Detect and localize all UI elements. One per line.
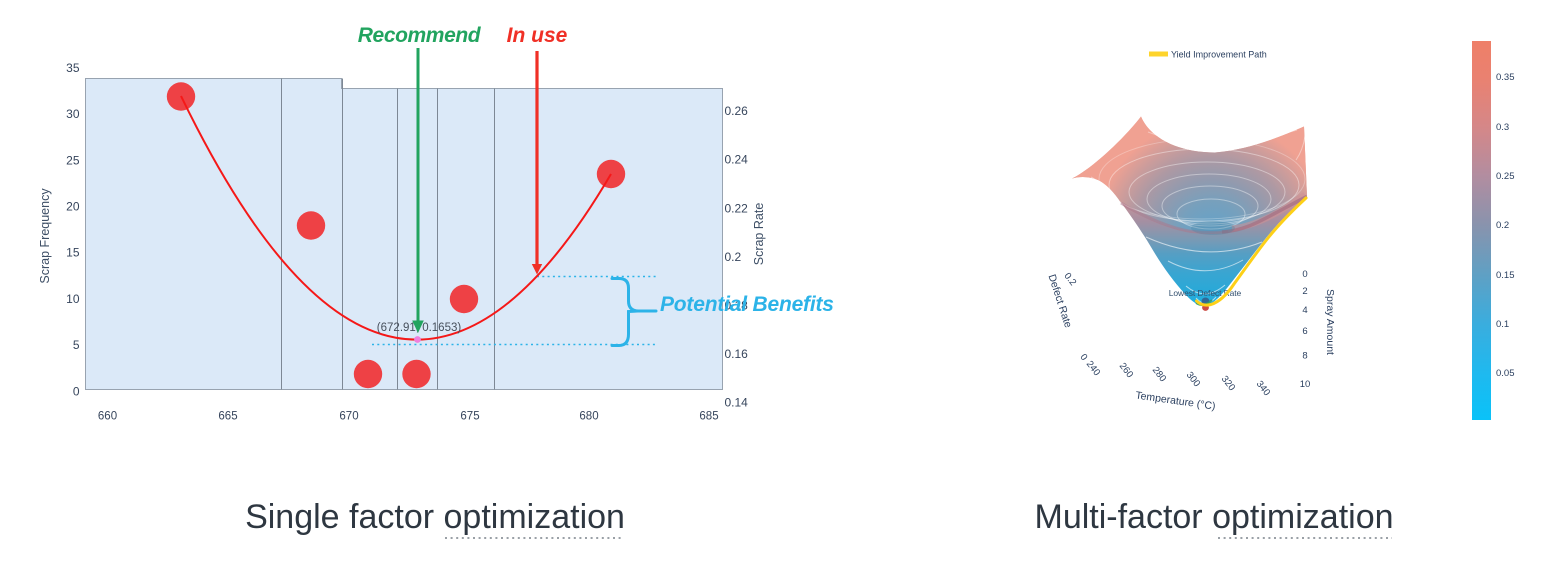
svg-text:5: 5 [73,338,80,352]
svg-text:680: 680 [579,411,598,423]
svg-text:670: 670 [339,411,358,423]
svg-text:Spray Amount: Spray Amount [1324,289,1336,355]
svg-text:0.14: 0.14 [725,396,749,410]
svg-text:320: 320 [1219,374,1237,393]
svg-text:In use: In use [507,24,568,47]
svg-text:4: 4 [1302,305,1307,316]
svg-text:0: 0 [1078,352,1090,363]
svg-text:685: 685 [699,411,718,423]
svg-text:0.25: 0.25 [1496,171,1515,182]
svg-text:0.2: 0.2 [1496,220,1509,231]
svg-text:300: 300 [1184,370,1202,389]
svg-text:0.1: 0.1 [1496,319,1509,330]
svg-text:Potential Benefits: Potential Benefits [660,293,834,316]
svg-text:0.05: 0.05 [1496,368,1515,379]
svg-text:Lowest Defect Rate: Lowest Defect Rate [1169,288,1242,298]
svg-text:0.22: 0.22 [725,201,749,215]
svg-text:665: 665 [218,411,237,423]
svg-text:280: 280 [1150,365,1168,384]
svg-text:0.35: 0.35 [1496,72,1515,83]
svg-text:260: 260 [1117,361,1135,380]
svg-text:240: 240 [1084,359,1102,378]
svg-text:10: 10 [66,292,80,306]
svg-text:Temperature (°C): Temperature (°C) [1135,389,1217,412]
svg-text:2: 2 [1302,286,1307,297]
svg-text:0.26: 0.26 [725,104,749,118]
svg-text:0.3: 0.3 [1496,122,1509,133]
svg-text:0: 0 [1302,269,1307,280]
svg-text:20: 20 [66,200,80,214]
svg-text:15: 15 [66,246,80,260]
svg-text:Scrap Frequency: Scrap Frequency [38,188,52,284]
svg-text:0: 0 [73,384,80,398]
svg-text:6: 6 [1302,326,1307,337]
svg-text:0.2: 0.2 [1062,271,1079,288]
svg-text:340: 340 [1254,379,1272,398]
svg-text:35: 35 [66,61,80,75]
svg-text:Recommend: Recommend [358,24,482,47]
svg-text:0.16: 0.16 [725,347,749,361]
svg-text:25: 25 [66,153,80,167]
svg-text:0.15: 0.15 [1496,270,1515,281]
svg-text:660: 660 [98,411,117,423]
svg-text:0.24: 0.24 [725,153,749,167]
svg-text:0.2: 0.2 [725,250,742,264]
svg-text:0.18: 0.18 [725,299,749,313]
svg-text:Scrap Rate: Scrap Rate [752,203,766,266]
svg-text:8: 8 [1302,351,1307,362]
svg-text:30: 30 [66,107,80,121]
svg-text:Yield Improvement Path: Yield Improvement Path [1171,50,1267,60]
svg-text:10: 10 [1300,379,1311,390]
svg-text:675: 675 [460,411,479,423]
